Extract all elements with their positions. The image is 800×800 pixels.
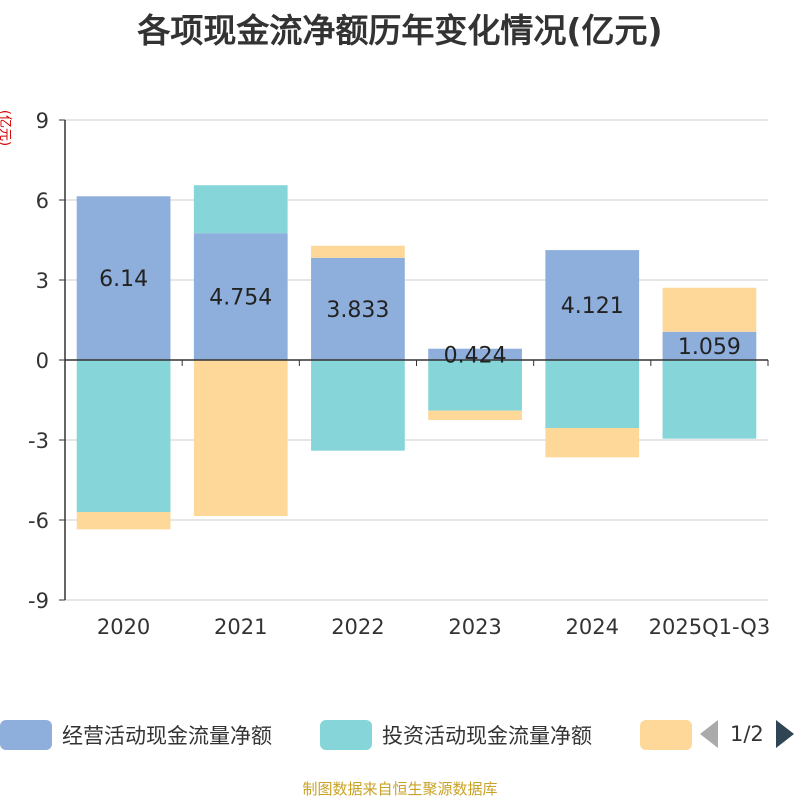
x-category-label: 2024 xyxy=(566,615,619,639)
x-category-label: 2025Q1-Q3 xyxy=(649,615,771,639)
legend-page-indicator: 1/2 xyxy=(730,722,764,746)
bar-investing-2023 xyxy=(428,360,522,411)
bar-investing-2021 xyxy=(193,185,288,234)
data-source-footer: 制图数据来自恒生聚源数据库 xyxy=(302,780,498,798)
y-tick-label: 9 xyxy=(36,109,49,133)
y-tick-label: -6 xyxy=(28,509,49,533)
legend-swatch-operating xyxy=(0,720,52,750)
x-category-label: 2020 xyxy=(97,615,150,639)
bar-investing-2022 xyxy=(311,360,405,451)
bar-third-2025Q1-Q3 xyxy=(662,287,757,332)
bar-third-2023 xyxy=(428,410,522,420)
legend-item-third[interactable] xyxy=(640,718,702,752)
bar-operating-2020 xyxy=(76,196,171,360)
y-tick-label: 0 xyxy=(36,349,49,373)
legend-swatch-investing xyxy=(320,720,372,750)
bar-operating-2025Q1-Q3 xyxy=(662,331,757,360)
x-category-label: 2023 xyxy=(448,615,501,639)
bar-investing-2025Q1-Q3 xyxy=(662,360,757,439)
y-tick-label: -9 xyxy=(28,589,49,613)
bar-third-2020 xyxy=(76,512,171,530)
x-category-label: 2021 xyxy=(214,615,267,639)
data-label-operating: 6.14 xyxy=(99,267,148,292)
chart-plot-area: -9 -6 -3 0 3 6 9 2020 2021 2022 2023 2024 2025Q1-Q3… xyxy=(28,109,771,639)
data-label-operating: 3.833 xyxy=(326,298,389,323)
bar-third-2024 xyxy=(545,428,640,458)
bar-operating-2021 xyxy=(193,233,288,360)
y-tick-label: 6 xyxy=(36,189,49,213)
legend-swatch-third xyxy=(640,720,692,750)
y-tick-label: -3 xyxy=(28,429,49,453)
data-label-operating: 1.059 xyxy=(678,335,741,360)
chart-legend: 经营活动现金流量净额 投资活动现金流量净额 xyxy=(0,718,800,752)
legend-item-operating[interactable]: 经营活动现金流量净额 xyxy=(0,718,272,752)
y-tick-label: 3 xyxy=(36,269,49,293)
legend-label-operating: 经营活动现金流量净额 xyxy=(62,724,272,748)
chart-title: 各项现金流净额历年变化情况(亿元) xyxy=(137,11,663,50)
legend-next-page-icon[interactable] xyxy=(775,720,794,748)
legend-item-investing[interactable]: 投资活动现金流量净额 xyxy=(320,718,592,752)
data-label-operating: 0.424 xyxy=(444,343,507,368)
bar-third-2021 xyxy=(193,360,288,516)
x-category-label: 2022 xyxy=(331,615,384,639)
bar-investing-2024 xyxy=(545,360,640,428)
legend-prev-page-icon[interactable] xyxy=(700,720,718,748)
bar-investing-2020 xyxy=(76,360,171,512)
legend-label-investing: 投资活动现金流量净额 xyxy=(382,724,592,748)
bar-operating-2023 xyxy=(428,348,522,360)
legend-pager: 1/2 xyxy=(700,720,794,748)
bar-operating-2024 xyxy=(545,250,640,360)
bar-operating-2022 xyxy=(311,257,405,360)
data-label-operating: 4.121 xyxy=(561,294,624,319)
data-label-operating: 4.754 xyxy=(209,286,272,311)
bar-third-2022 xyxy=(311,245,405,258)
